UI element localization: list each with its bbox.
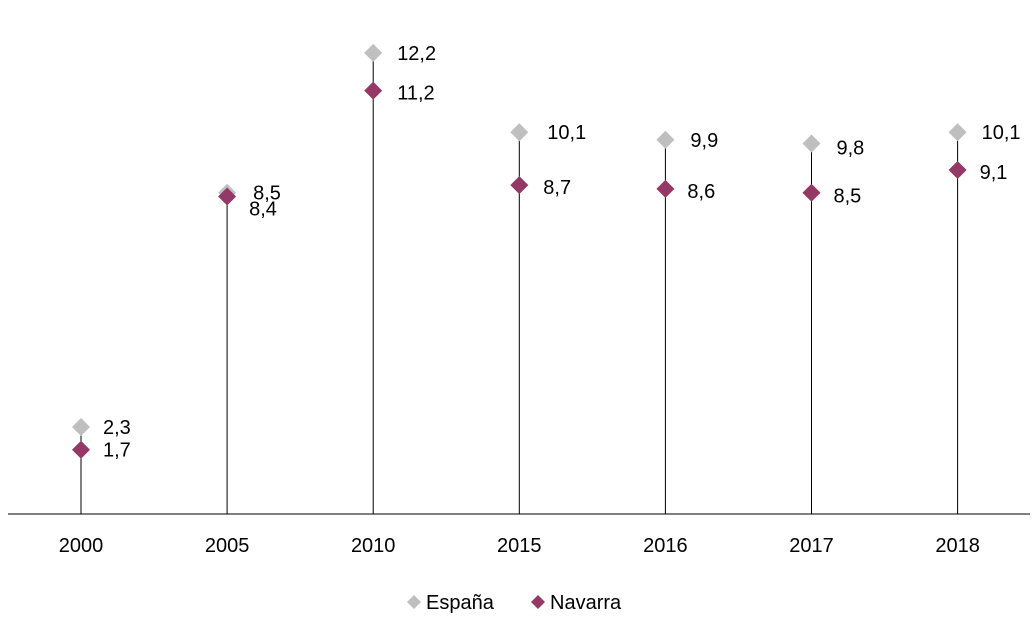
legend-label-espana: España xyxy=(426,592,495,614)
x-tick-label-2015: 2015 xyxy=(497,535,542,557)
x-tick-label-2017: 2017 xyxy=(789,535,834,557)
data-label-navarra-2000: 1,7 xyxy=(103,440,131,462)
point-espana-2000 xyxy=(72,418,90,437)
x-tick-label-2000: 2000 xyxy=(59,535,104,557)
data-label-espana-2016: 9,9 xyxy=(690,130,718,152)
x-tick-label-2005: 2005 xyxy=(205,535,250,557)
point-navarra-2000 xyxy=(72,440,90,459)
legend-label-navarra: Navarra xyxy=(550,592,622,614)
data-label-navarra-2018: 9,1 xyxy=(980,162,1008,184)
legend-marker-espana xyxy=(407,595,421,609)
point-espana-2017 xyxy=(802,134,821,153)
x-tick-label-2016: 2016 xyxy=(643,535,688,557)
data-points: 2,3 8,5 12,2 10,1 9,9 9,8 10,1 1,7 8,4 11,2 8,7 8,6… xyxy=(72,43,1021,462)
point-espana-2016 xyxy=(656,130,675,149)
point-espana-2018 xyxy=(948,123,967,142)
x-axis-tick-labels: 2000 2005 2010 2015 2016 2017 2018 xyxy=(59,535,980,557)
legend-item-espana: España xyxy=(407,592,495,614)
data-label-espana-2010: 12,2 xyxy=(397,43,436,65)
data-label-espana-2018: 10,1 xyxy=(982,122,1021,144)
legend: España Navarra xyxy=(407,592,622,614)
data-label-espana-2017: 9,8 xyxy=(837,138,865,160)
data-label-espana-2005: 8,5 xyxy=(253,183,281,205)
point-navarra-2005 xyxy=(218,187,237,206)
legend-item-navarra: Navarra xyxy=(531,592,622,614)
point-navarra-2016 xyxy=(656,179,675,198)
point-espana-2010 xyxy=(364,43,383,62)
data-label-espana-2015: 10,1 xyxy=(547,122,586,144)
point-navarra-2017 xyxy=(802,183,821,202)
x-tick-label-2018: 2018 xyxy=(935,535,980,557)
data-label-navarra-2015: 8,7 xyxy=(543,177,571,199)
point-espana-2015 xyxy=(510,123,529,142)
data-label-navarra-2017: 8,5 xyxy=(834,186,862,208)
data-label-navarra-2016: 8,6 xyxy=(687,181,715,203)
point-navarra-2015 xyxy=(510,176,529,195)
point-navarra-2018 xyxy=(948,161,967,180)
legend-marker-navarra xyxy=(531,595,545,609)
point-navarra-2010 xyxy=(364,81,383,100)
data-label-navarra-2010: 11,2 xyxy=(397,83,434,105)
data-label-navarra-2005: 8,4 xyxy=(249,198,277,220)
x-tick-label-2010: 2010 xyxy=(351,535,396,557)
drop-lines xyxy=(80,52,959,514)
data-label-espana-2000: 2,3 xyxy=(103,417,131,439)
